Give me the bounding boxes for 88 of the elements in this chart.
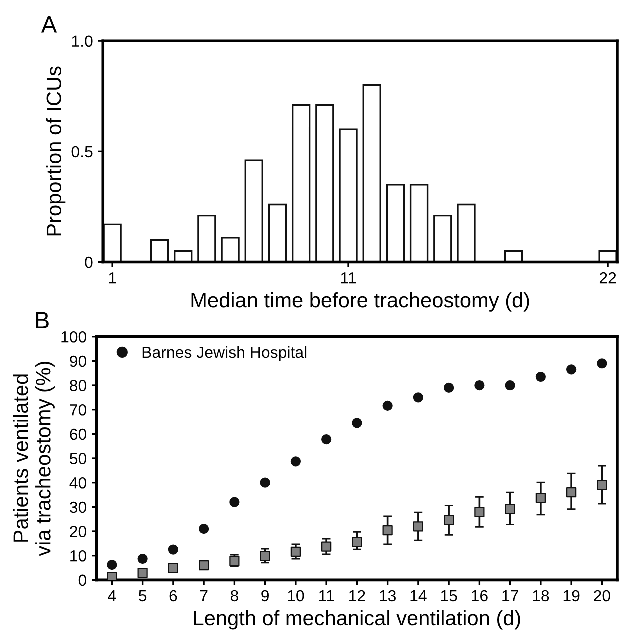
x-tick-label: 12: [350, 590, 366, 602]
x-tick-label: 16: [472, 590, 488, 602]
point: [322, 434, 332, 445]
bar: [221, 237, 240, 262]
x-tick-label: 19: [564, 590, 580, 602]
point: [505, 380, 516, 391]
point: [290, 546, 301, 558]
x-tick-label: 10: [288, 590, 304, 602]
point: [199, 524, 210, 534]
x-tick-label: 7: [200, 590, 208, 602]
point: [566, 364, 577, 375]
point: [536, 493, 546, 504]
point: [382, 525, 393, 536]
point: [290, 456, 301, 467]
point: [138, 568, 148, 578]
point: [260, 478, 270, 488]
point: [474, 507, 485, 518]
x-tick-label: 9: [262, 590, 269, 602]
y-tick-label: 0.5: [72, 146, 93, 158]
y-tick-label: 70: [70, 404, 87, 416]
y-tick-label: 1.0: [72, 36, 93, 48]
bar: [410, 184, 429, 262]
point: [168, 563, 178, 574]
y-tick-label: 0: [78, 574, 87, 586]
x-tick-label: 18: [533, 590, 550, 602]
point: [413, 392, 424, 403]
legend-label: Barnes Jewish Hospital: [142, 346, 307, 362]
chart-title: A: [41, 16, 58, 33]
y-tick-label: 0: [85, 256, 93, 268]
point: [352, 418, 362, 428]
bar: [434, 214, 452, 262]
bar: [244, 160, 264, 262]
y-tick-label: 90: [70, 356, 87, 368]
x-tick-label: 11: [319, 590, 334, 602]
y-tick-label: 100: [62, 331, 87, 343]
point: [260, 551, 270, 562]
x-tick-label: 14: [410, 590, 427, 602]
x-tick-label: 5: [139, 590, 147, 602]
bar: [339, 128, 358, 262]
point: [566, 488, 577, 498]
x-tick-label: 11: [341, 272, 356, 284]
point: [597, 358, 608, 369]
point: [199, 560, 210, 571]
point: [322, 542, 332, 552]
y-tick-label: 60: [70, 428, 87, 440]
x-tick-label: 1: [109, 272, 116, 284]
x-tick-label: 13: [380, 590, 396, 602]
y-tick-label: 50: [70, 453, 87, 464]
x-tick-label: 4: [108, 590, 116, 602]
x-axis-title: Length of mechanical ventilation (d): [194, 610, 520, 630]
x-tick-label: 17: [502, 590, 518, 602]
bar: [386, 184, 406, 262]
bar: [198, 214, 216, 262]
x-axis-title: Median time before tracheostomy (d): [192, 292, 530, 312]
x-tick-label: 15: [441, 590, 458, 602]
point: [107, 572, 118, 580]
x-tick-label: 8: [230, 590, 238, 602]
bar: [362, 84, 382, 262]
bar: [457, 204, 476, 262]
point: [597, 480, 608, 490]
x-tick-label: 20: [594, 590, 610, 602]
y-tick-label: 80: [70, 380, 87, 392]
x-tick-label: 6: [170, 590, 178, 602]
point: [230, 497, 240, 508]
bar: [268, 204, 288, 262]
point: [382, 400, 393, 412]
y-axis-title: Patients ventilated via tracheostomy (%): [13, 362, 55, 556]
point: [107, 560, 118, 570]
bar: [292, 104, 311, 262]
point: [474, 380, 485, 391]
point: [444, 382, 454, 394]
point: [168, 544, 178, 555]
point: [536, 372, 546, 382]
point: [505, 504, 516, 514]
point: [413, 522, 424, 532]
bar: [150, 239, 170, 262]
point: [138, 554, 148, 564]
point: [352, 537, 362, 548]
y-tick-label: 20: [70, 526, 87, 538]
y-axis-title: Proportion of ICUs: [46, 66, 66, 236]
y-tick-label: 10: [70, 550, 87, 562]
bar: [316, 104, 334, 262]
chart-title: B: [36, 312, 49, 329]
y-tick-label: 30: [70, 502, 87, 514]
bar: [103, 224, 122, 262]
y-tick-label: 40: [70, 477, 87, 489]
point: [444, 515, 454, 526]
x-tick-label: 22: [600, 272, 616, 284]
